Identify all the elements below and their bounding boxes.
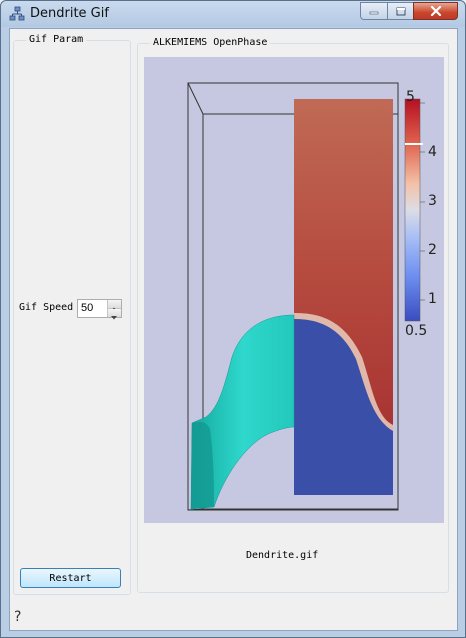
app-tree-icon bbox=[9, 6, 25, 21]
gif-param-group: Gif Param bbox=[13, 34, 131, 595]
maximize-button[interactable] bbox=[387, 2, 413, 20]
gif-speed-value[interactable]: 50 bbox=[81, 302, 94, 314]
maximize-icon bbox=[396, 7, 405, 15]
arrow-down-icon bbox=[111, 316, 117, 320]
colorbar-tick-2: 2 bbox=[428, 242, 437, 258]
close-button[interactable] bbox=[413, 2, 458, 20]
colorbar-tick-1: 1 bbox=[428, 291, 437, 307]
gif-filename: Dendrite.gif bbox=[246, 550, 319, 561]
colorbar-tick-5: 5 bbox=[406, 89, 415, 105]
spin-down-button[interactable] bbox=[107, 309, 121, 320]
title-bar[interactable]: Dendrite Gif bbox=[1, 1, 465, 27]
openphase-title: ALKEMIEMS OpenPhase bbox=[150, 37, 271, 48]
colorbar-tick-3: 3 bbox=[428, 193, 437, 209]
help-icon[interactable]: ? bbox=[14, 609, 22, 625]
close-icon bbox=[430, 6, 441, 16]
minimize-button[interactable] bbox=[360, 2, 387, 20]
spin-up-button[interactable] bbox=[107, 300, 121, 311]
caption-buttons bbox=[360, 2, 458, 21]
phase-field-slice bbox=[294, 99, 393, 495]
restart-button[interactable]: Restart bbox=[20, 568, 121, 588]
gif-param-title: Gif Param bbox=[26, 34, 87, 45]
colorbar-tick-4: 4 bbox=[428, 144, 437, 160]
client-area: Gif Param Gif Speed 50 Restart ALKEMIEMS… bbox=[9, 28, 458, 631]
gif-speed-label: Gif Speed bbox=[19, 302, 74, 313]
dendrite-animation-view: 5 4 3 2 1 0.5 bbox=[144, 57, 444, 523]
minimize-icon bbox=[369, 11, 379, 15]
openphase-group: ALKEMIEMS OpenPhase bbox=[137, 37, 449, 593]
colorbar: 5 4 3 2 1 0.5 bbox=[404, 89, 437, 339]
colorbar-tick-0-5: 0.5 bbox=[405, 323, 427, 339]
gif-speed-spinbox[interactable]: 50 bbox=[77, 299, 122, 320]
window-title: Dendrite Gif bbox=[30, 6, 109, 21]
